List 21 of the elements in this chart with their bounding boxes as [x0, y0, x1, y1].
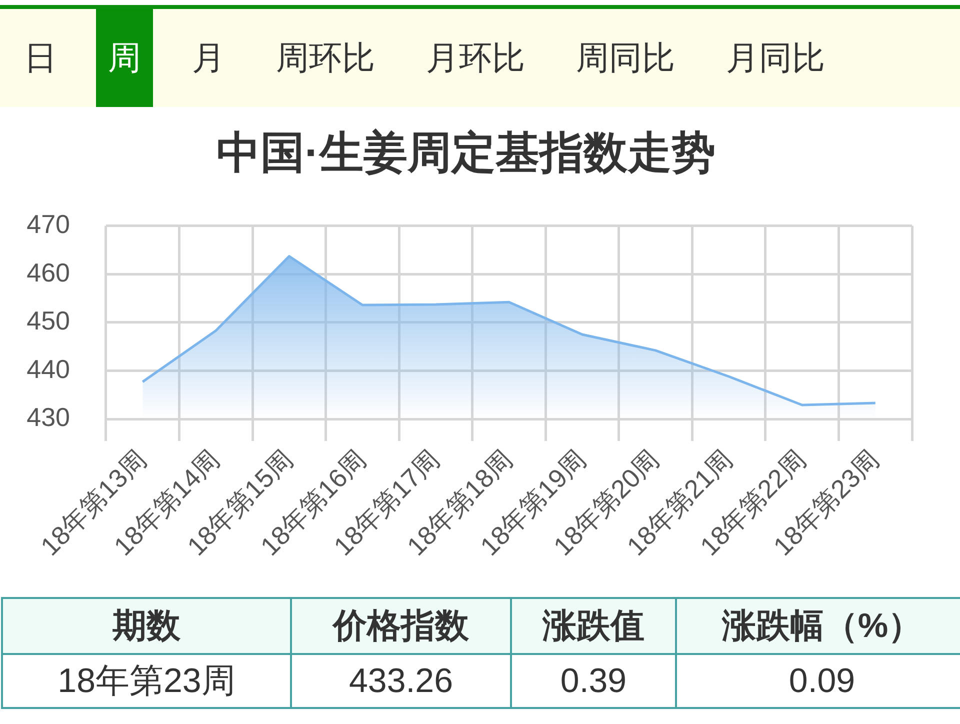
text: 月同比: [726, 38, 825, 78]
text: 周同比: [576, 38, 675, 78]
y-tick-label: 440: [26, 354, 70, 384]
text: 涨跌值: [542, 607, 644, 645]
text: 0.09: [788, 662, 856, 700]
y-tick-label: 470: [26, 208, 70, 239]
text: 涨跌幅（%）: [722, 607, 922, 645]
text: 0.39: [560, 662, 627, 700]
text: 月: [192, 38, 225, 78]
text: 期数: [112, 607, 180, 645]
y-tick-label: 460: [26, 257, 70, 288]
text: 日: [24, 38, 57, 78]
y-tick-label: 450: [26, 306, 70, 336]
text: 433.26: [349, 662, 453, 700]
text: 周环比: [276, 38, 375, 78]
text: 价格指数: [333, 607, 469, 645]
text: 月环比: [426, 38, 525, 78]
y-tick-label: 430: [26, 402, 70, 432]
text: 周: [108, 38, 141, 78]
text: 18年第23周: [58, 662, 236, 700]
chart-title: 中国·生姜周定基指数走势: [216, 128, 716, 178]
